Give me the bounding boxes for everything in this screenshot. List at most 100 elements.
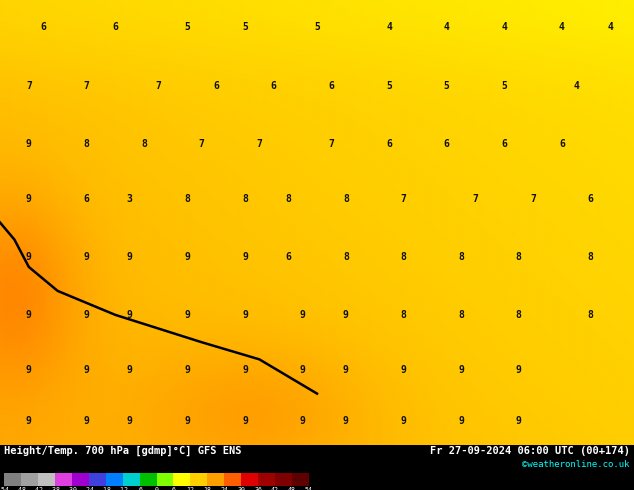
Text: 8: 8 bbox=[84, 139, 89, 149]
Text: 36: 36 bbox=[254, 487, 262, 490]
Text: 6: 6 bbox=[559, 139, 565, 149]
Text: 4: 4 bbox=[573, 80, 579, 91]
Text: 9: 9 bbox=[26, 139, 32, 149]
Text: 6: 6 bbox=[171, 487, 176, 490]
Bar bbox=[207, 473, 224, 486]
Text: 9: 9 bbox=[26, 194, 32, 203]
Text: 5: 5 bbox=[444, 80, 450, 91]
Text: 9: 9 bbox=[26, 365, 32, 375]
Bar bbox=[106, 473, 122, 486]
Text: 9: 9 bbox=[516, 416, 522, 426]
Text: 8: 8 bbox=[285, 194, 291, 203]
Text: 4: 4 bbox=[386, 23, 392, 32]
Text: -18: -18 bbox=[100, 487, 112, 490]
Bar bbox=[157, 473, 174, 486]
Text: 5: 5 bbox=[184, 23, 190, 32]
Bar bbox=[139, 473, 157, 486]
Bar bbox=[174, 473, 190, 486]
Text: 9: 9 bbox=[401, 365, 406, 375]
Text: Height/Temp. 700 hPa [gdmp]°C] GFS ENS: Height/Temp. 700 hPa [gdmp]°C] GFS ENS bbox=[4, 446, 242, 456]
Text: 9: 9 bbox=[184, 416, 190, 426]
Bar bbox=[89, 473, 106, 486]
Text: 6: 6 bbox=[501, 139, 507, 149]
Text: 6: 6 bbox=[588, 194, 593, 203]
Text: 8: 8 bbox=[401, 310, 406, 320]
Text: 6: 6 bbox=[41, 23, 46, 32]
Text: 8: 8 bbox=[343, 194, 349, 203]
Text: 5: 5 bbox=[314, 23, 320, 32]
Text: 6: 6 bbox=[328, 80, 334, 91]
Text: 4: 4 bbox=[501, 23, 507, 32]
Text: 6: 6 bbox=[285, 252, 291, 262]
Text: 12: 12 bbox=[186, 487, 195, 490]
Text: 9: 9 bbox=[300, 310, 306, 320]
Text: 9: 9 bbox=[184, 310, 190, 320]
Text: 8: 8 bbox=[141, 139, 147, 149]
Text: 8: 8 bbox=[516, 310, 522, 320]
Text: -12: -12 bbox=[117, 487, 129, 490]
Text: 0: 0 bbox=[155, 487, 158, 490]
Text: 7: 7 bbox=[26, 80, 32, 91]
Text: 9: 9 bbox=[242, 252, 248, 262]
Text: 9: 9 bbox=[242, 310, 248, 320]
Text: 5: 5 bbox=[386, 80, 392, 91]
Text: 4: 4 bbox=[608, 23, 614, 32]
Text: -30: -30 bbox=[66, 487, 78, 490]
Text: 9: 9 bbox=[127, 252, 133, 262]
Text: 9: 9 bbox=[84, 252, 89, 262]
Bar bbox=[72, 473, 89, 486]
Text: 9: 9 bbox=[343, 416, 349, 426]
Bar bbox=[21, 473, 38, 486]
Text: 6: 6 bbox=[84, 194, 89, 203]
Text: 9: 9 bbox=[127, 310, 133, 320]
Text: 6: 6 bbox=[386, 139, 392, 149]
Bar bbox=[122, 473, 139, 486]
Bar bbox=[190, 473, 207, 486]
Text: 9: 9 bbox=[84, 365, 89, 375]
Text: 9: 9 bbox=[343, 310, 349, 320]
Text: 7: 7 bbox=[256, 139, 262, 149]
Text: -42: -42 bbox=[32, 487, 44, 490]
Text: 30: 30 bbox=[237, 487, 245, 490]
Text: 7: 7 bbox=[84, 80, 89, 91]
Text: 8: 8 bbox=[343, 252, 349, 262]
Text: -38: -38 bbox=[49, 487, 61, 490]
Text: 9: 9 bbox=[127, 416, 133, 426]
Text: 4: 4 bbox=[444, 23, 450, 32]
Text: 42: 42 bbox=[271, 487, 279, 490]
Text: 48: 48 bbox=[288, 487, 296, 490]
Text: 7: 7 bbox=[401, 194, 406, 203]
Text: 6: 6 bbox=[213, 80, 219, 91]
Bar bbox=[258, 473, 275, 486]
Text: 9: 9 bbox=[300, 416, 306, 426]
Text: 6: 6 bbox=[271, 80, 276, 91]
Text: 3: 3 bbox=[127, 194, 133, 203]
Text: 24: 24 bbox=[220, 487, 228, 490]
Text: 7: 7 bbox=[199, 139, 205, 149]
Text: Fr 27-09-2024 06:00 UTC (00+174): Fr 27-09-2024 06:00 UTC (00+174) bbox=[430, 446, 630, 456]
Text: 9: 9 bbox=[300, 365, 306, 375]
Text: 5: 5 bbox=[242, 23, 248, 32]
Text: 9: 9 bbox=[516, 365, 522, 375]
Text: 18: 18 bbox=[204, 487, 211, 490]
Bar bbox=[55, 473, 72, 486]
Bar bbox=[224, 473, 241, 486]
Text: 8: 8 bbox=[516, 252, 522, 262]
Text: ©weatheronline.co.uk: ©weatheronline.co.uk bbox=[522, 460, 630, 469]
Text: 6: 6 bbox=[444, 139, 450, 149]
Text: 8: 8 bbox=[588, 310, 593, 320]
Bar bbox=[292, 473, 309, 486]
Text: 7: 7 bbox=[472, 194, 479, 203]
Bar bbox=[241, 473, 258, 486]
Text: 9: 9 bbox=[84, 416, 89, 426]
Text: 9: 9 bbox=[458, 365, 464, 375]
Bar bbox=[38, 473, 55, 486]
Text: 8: 8 bbox=[458, 310, 464, 320]
Bar bbox=[4, 473, 21, 486]
Text: 9: 9 bbox=[26, 416, 32, 426]
Text: 4: 4 bbox=[559, 23, 565, 32]
Bar bbox=[275, 473, 292, 486]
Text: 7: 7 bbox=[530, 194, 536, 203]
Text: 9: 9 bbox=[458, 416, 464, 426]
Text: 9: 9 bbox=[401, 416, 406, 426]
